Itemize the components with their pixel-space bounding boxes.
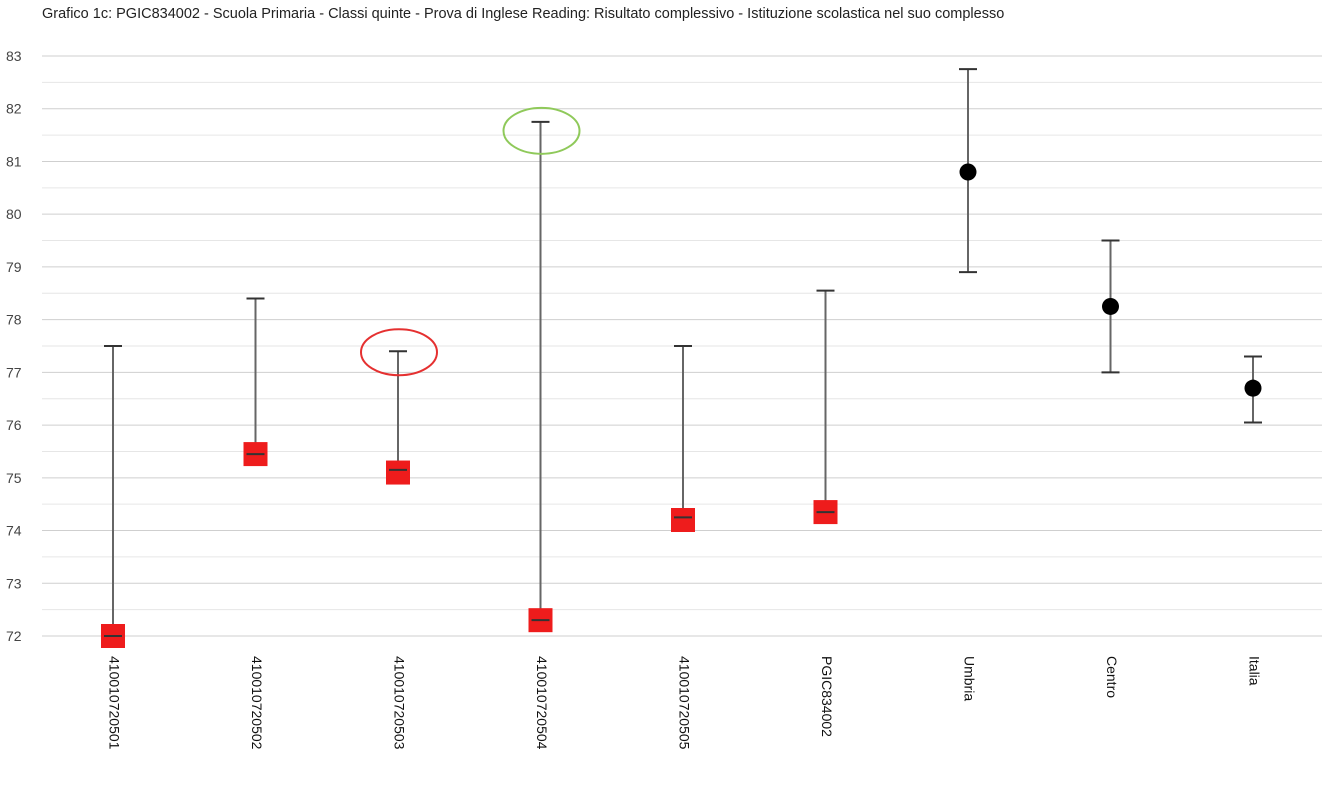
- y-tick-label: 80: [6, 206, 22, 222]
- data-point-square: [386, 460, 410, 485]
- x-tick-label: Italia: [1246, 656, 1262, 686]
- y-tick-label: 76: [6, 417, 22, 433]
- y-tick-label: 77: [6, 364, 22, 380]
- data-point-circle: [1244, 379, 1262, 397]
- data-point-circle: [1102, 297, 1119, 315]
- highlight-ellipse: [360, 328, 438, 377]
- y-axis: 72 73 74 75 76 77 78 79 80 81 82 83: [6, 48, 22, 644]
- x-tick-label: Centro: [1104, 656, 1120, 698]
- y-tick-label: 74: [6, 523, 22, 539]
- error-bars: [104, 68, 1262, 637]
- y-tick-label: 75: [6, 470, 22, 486]
- x-tick-label: PGIC834002: [819, 656, 835, 737]
- y-tick-label: 73: [6, 575, 22, 591]
- y-tick-label: 78: [6, 312, 22, 328]
- y-tick-label: 82: [6, 101, 22, 117]
- highlight-ellipse: [502, 106, 581, 155]
- x-tick-label: 410010720505: [676, 656, 692, 750]
- x-axis: 410010720501 410010720502 410010720503 4100…: [106, 656, 1262, 750]
- x-tick-label: 410010720503: [391, 656, 407, 750]
- data-markers: [101, 163, 1262, 648]
- highlight-annotations: [360, 106, 581, 377]
- x-tick-label: Umbria: [961, 656, 977, 701]
- y-tick-label: 83: [6, 48, 22, 64]
- x-tick-label: 410010720502: [249, 656, 265, 750]
- y-tick-label: 72: [6, 628, 22, 644]
- chart-title: Grafico 1c: PGIC834002 - Scuola Primaria…: [42, 6, 1005, 22]
- y-tick-label: 81: [6, 153, 22, 169]
- x-tick-label: 410010720504: [534, 656, 550, 750]
- data-point-square: [671, 508, 695, 532]
- x-tick-label: 410010720501: [106, 656, 122, 750]
- data-point-circle: [959, 163, 977, 181]
- y-tick-label: 79: [6, 259, 22, 275]
